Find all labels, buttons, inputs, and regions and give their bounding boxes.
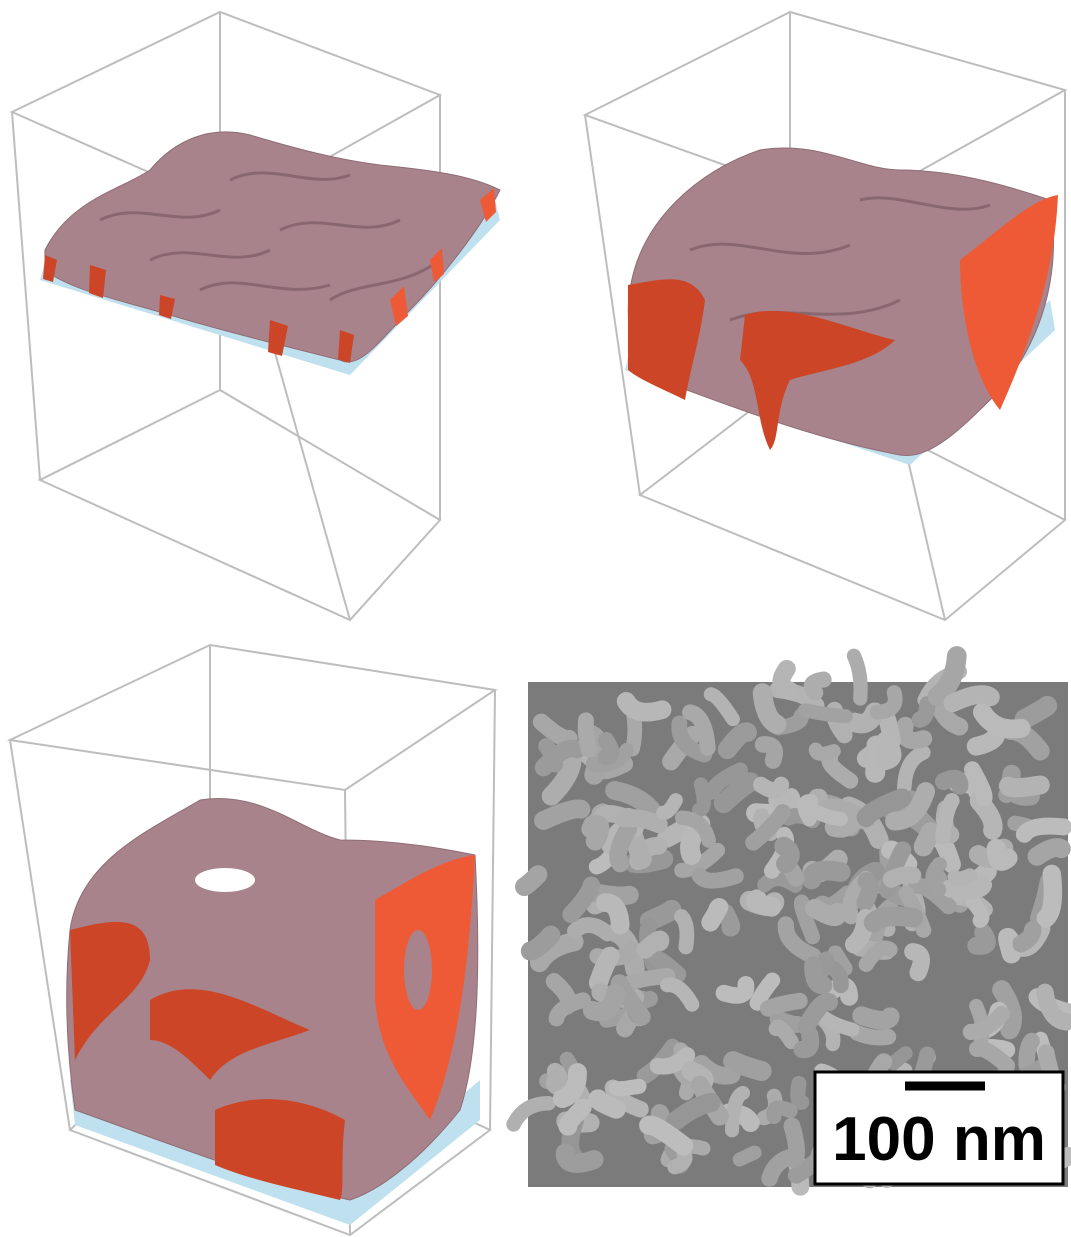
sem-feature: [1008, 937, 1012, 953]
sem-feature: [682, 916, 687, 946]
sem-feature: [768, 1001, 799, 1009]
simulation-panel-2: [585, 12, 1065, 620]
sem-feature: [645, 939, 660, 949]
simulation-panel-1: [12, 12, 500, 620]
sem-feature: [955, 876, 970, 879]
sem-feature: [624, 818, 659, 824]
sem-feature: [774, 1108, 791, 1117]
scale-bar-label: 100 nm: [832, 1105, 1046, 1174]
sem-feature: [1027, 1041, 1032, 1065]
sem-feature: [575, 925, 608, 933]
sem-feature: [894, 1053, 906, 1063]
sem-feature: [933, 865, 940, 890]
sem-feature: [805, 710, 846, 716]
sem-feature: [802, 1035, 811, 1050]
sem-feature: [618, 829, 628, 864]
sem-feature: [1046, 874, 1053, 918]
sem-feature: [813, 965, 823, 985]
sem-feature: [710, 907, 719, 922]
sem-feature: [865, 881, 870, 903]
sem-feature: [812, 871, 841, 880]
sem-feature: [996, 848, 1008, 861]
sem-feature: [1008, 785, 1040, 788]
sem-feature: [953, 694, 991, 703]
page: {"scale_bar": {"label": "100 nm"}}: [0, 0, 1071, 1237]
sem-image: 100 nm: [514, 656, 1071, 1187]
sem-feature: [784, 846, 790, 864]
sem-feature: [891, 875, 912, 879]
sem-feature: [616, 1086, 639, 1088]
sem-feature: [1037, 847, 1061, 856]
sem-feature: [733, 1061, 762, 1071]
sem-feature: [816, 750, 834, 754]
sem-feature: [1024, 826, 1063, 834]
sem-feature: [699, 784, 704, 810]
sem-feature: [884, 742, 892, 761]
sem-feature: [973, 902, 982, 920]
sem-feature: [943, 801, 952, 837]
pore: [404, 930, 432, 1010]
sem-feature: [524, 875, 538, 887]
sem-feature: [815, 811, 840, 819]
cross-section: [215, 1099, 345, 1200]
sem-feature: [606, 740, 611, 757]
sem-feature: [976, 736, 996, 746]
sem-feature: [1025, 706, 1048, 719]
sem-feature: [944, 778, 960, 786]
sem-feature: [756, 899, 772, 907]
sem-feature: [781, 669, 790, 691]
sem-feature: [920, 704, 928, 719]
sem-feature: [862, 1016, 891, 1021]
sem-feature: [761, 785, 781, 790]
sem-feature: [740, 1153, 755, 1160]
sem-feature: [854, 656, 861, 699]
sem-feature: [593, 825, 600, 841]
sem-feature: [857, 1033, 888, 1038]
sem-feature: [700, 876, 736, 881]
sem-feature: [586, 720, 589, 749]
sem-feature: [812, 680, 824, 693]
sem-feature: [598, 956, 610, 983]
sem-feature: [565, 1153, 594, 1163]
sem-feature: [725, 913, 731, 928]
sem-feature: [951, 885, 983, 890]
sem-feature: [976, 932, 987, 946]
pore: [195, 868, 255, 892]
sem-feature: [913, 952, 922, 973]
sem-feature: [598, 1099, 616, 1109]
sem-feature: [923, 832, 930, 847]
sem-feature: [804, 801, 811, 819]
simulation-panel-3: [10, 645, 495, 1235]
sem-feature: [626, 701, 662, 712]
sem-feature: [874, 916, 914, 922]
sem-feature: [815, 908, 838, 916]
figure: 100 nm: [0, 0, 1071, 1237]
sem-feature: [798, 1083, 802, 1102]
